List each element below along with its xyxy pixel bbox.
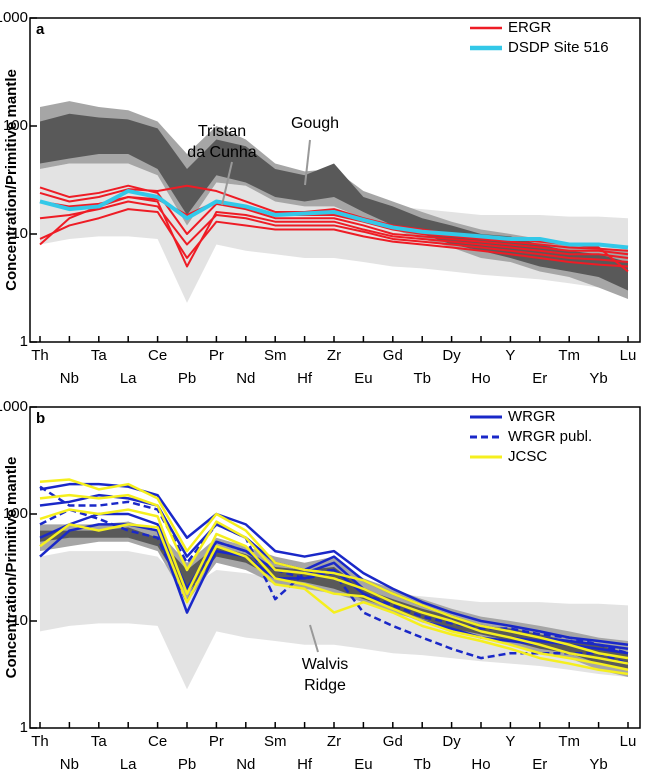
- x-tick-label: La: [120, 370, 137, 387]
- x-tick-label: Ta: [91, 733, 108, 750]
- x-tick-label: Pr: [209, 733, 224, 750]
- x-tick-label: Nd: [236, 370, 255, 387]
- x-tick-label: Y: [505, 347, 515, 364]
- x-tick-label: Sm: [264, 733, 287, 750]
- x-tick-label: Zr: [327, 733, 341, 750]
- x-tick-label: Hf: [297, 756, 313, 773]
- x-tick-label: Tm: [558, 733, 580, 750]
- x-tick-label: Er: [532, 370, 547, 387]
- x-tick-label: Gd: [383, 733, 403, 750]
- x-tick-label: Eu: [354, 370, 372, 387]
- plot-area: [39, 478, 629, 690]
- x-tick-label: Ta: [91, 347, 108, 364]
- x-tick-label: Yb: [589, 370, 607, 387]
- annotation: da Cunha: [187, 144, 256, 161]
- x-tick-label: Gd: [383, 347, 403, 364]
- x-tick-label: Pb: [178, 370, 196, 387]
- x-tick-label: Ce: [148, 733, 167, 750]
- data-line: [39, 200, 629, 264]
- data-line: [39, 189, 629, 250]
- x-tick-label: Ho: [471, 756, 490, 773]
- data-line: [39, 208, 629, 268]
- panel-label: b: [36, 410, 45, 427]
- data-line: [39, 478, 629, 660]
- data-line: [39, 508, 629, 672]
- legend-label: ERGR: [508, 19, 552, 36]
- x-tick-label: Dy: [442, 347, 461, 364]
- field-area: [40, 527, 628, 670]
- annotation: Ridge: [304, 677, 346, 694]
- y-tick-label: 1: [20, 719, 28, 736]
- x-tick-label: Pr: [209, 347, 224, 364]
- field-area: [40, 163, 628, 303]
- data-line: [39, 196, 629, 252]
- annotation: Gough: [291, 115, 339, 132]
- annotation: Walvis: [302, 656, 349, 673]
- x-tick-label: Th: [31, 347, 49, 364]
- legend-label: JCSC: [508, 448, 547, 465]
- x-tick-label: Tb: [413, 756, 431, 773]
- x-tick-label: Zr: [327, 347, 341, 364]
- y-axis-label: Concentration/Primitive mantle: [3, 69, 20, 291]
- x-tick-label: Ce: [148, 347, 167, 364]
- legend-label: WRGR publ.: [508, 428, 592, 445]
- x-tick-label: Nb: [60, 370, 79, 387]
- x-tick-label: Tb: [413, 370, 431, 387]
- y-tick-label: 10: [11, 225, 28, 242]
- y-tick-label: 1: [20, 333, 28, 350]
- data-line: [39, 485, 629, 655]
- x-tick-label: Dy: [442, 733, 461, 750]
- x-tick-label: Yb: [589, 756, 607, 773]
- y-tick-label: 100: [3, 117, 28, 134]
- data-line: [39, 184, 629, 256]
- legend-label: DSDP Site 516: [508, 39, 609, 56]
- x-tick-label: Nb: [60, 756, 79, 773]
- x-tick-label: Er: [532, 756, 547, 773]
- y-axis-label: Concentration/Primitive mantle: [3, 457, 20, 679]
- plot-frame: [29, 406, 641, 729]
- field-area: [40, 113, 628, 291]
- data-line: [39, 493, 629, 665]
- annotation-leader: [309, 624, 319, 653]
- x-tick-label: Pb: [178, 756, 196, 773]
- x-tick-label: Th: [31, 733, 49, 750]
- annotation: Tristan: [198, 123, 246, 140]
- data-line: [39, 512, 629, 655]
- x-tick-label: Lu: [620, 347, 637, 364]
- x-tick-label: Y: [505, 733, 515, 750]
- x-tick-label: Hf: [297, 370, 313, 387]
- plot-area: [39, 101, 629, 303]
- y-tick-label: 100: [3, 505, 28, 522]
- annotation-leader: [304, 139, 311, 186]
- x-tick-label: Nd: [236, 756, 255, 773]
- data-line: [39, 523, 629, 676]
- annotation-leader: [221, 161, 233, 206]
- legend-label: WRGR: [508, 408, 556, 425]
- y-tick-label: 10: [11, 612, 28, 629]
- plot-frame: [29, 17, 641, 343]
- x-tick-label: La: [120, 756, 137, 773]
- x-tick-label: Sm: [264, 347, 287, 364]
- x-tick-label: Tm: [558, 347, 580, 364]
- panel-label: a: [36, 21, 45, 38]
- x-tick-label: Eu: [354, 756, 372, 773]
- x-tick-label: Ho: [471, 370, 490, 387]
- field-area: [40, 551, 628, 690]
- x-tick-label: Lu: [620, 733, 637, 750]
